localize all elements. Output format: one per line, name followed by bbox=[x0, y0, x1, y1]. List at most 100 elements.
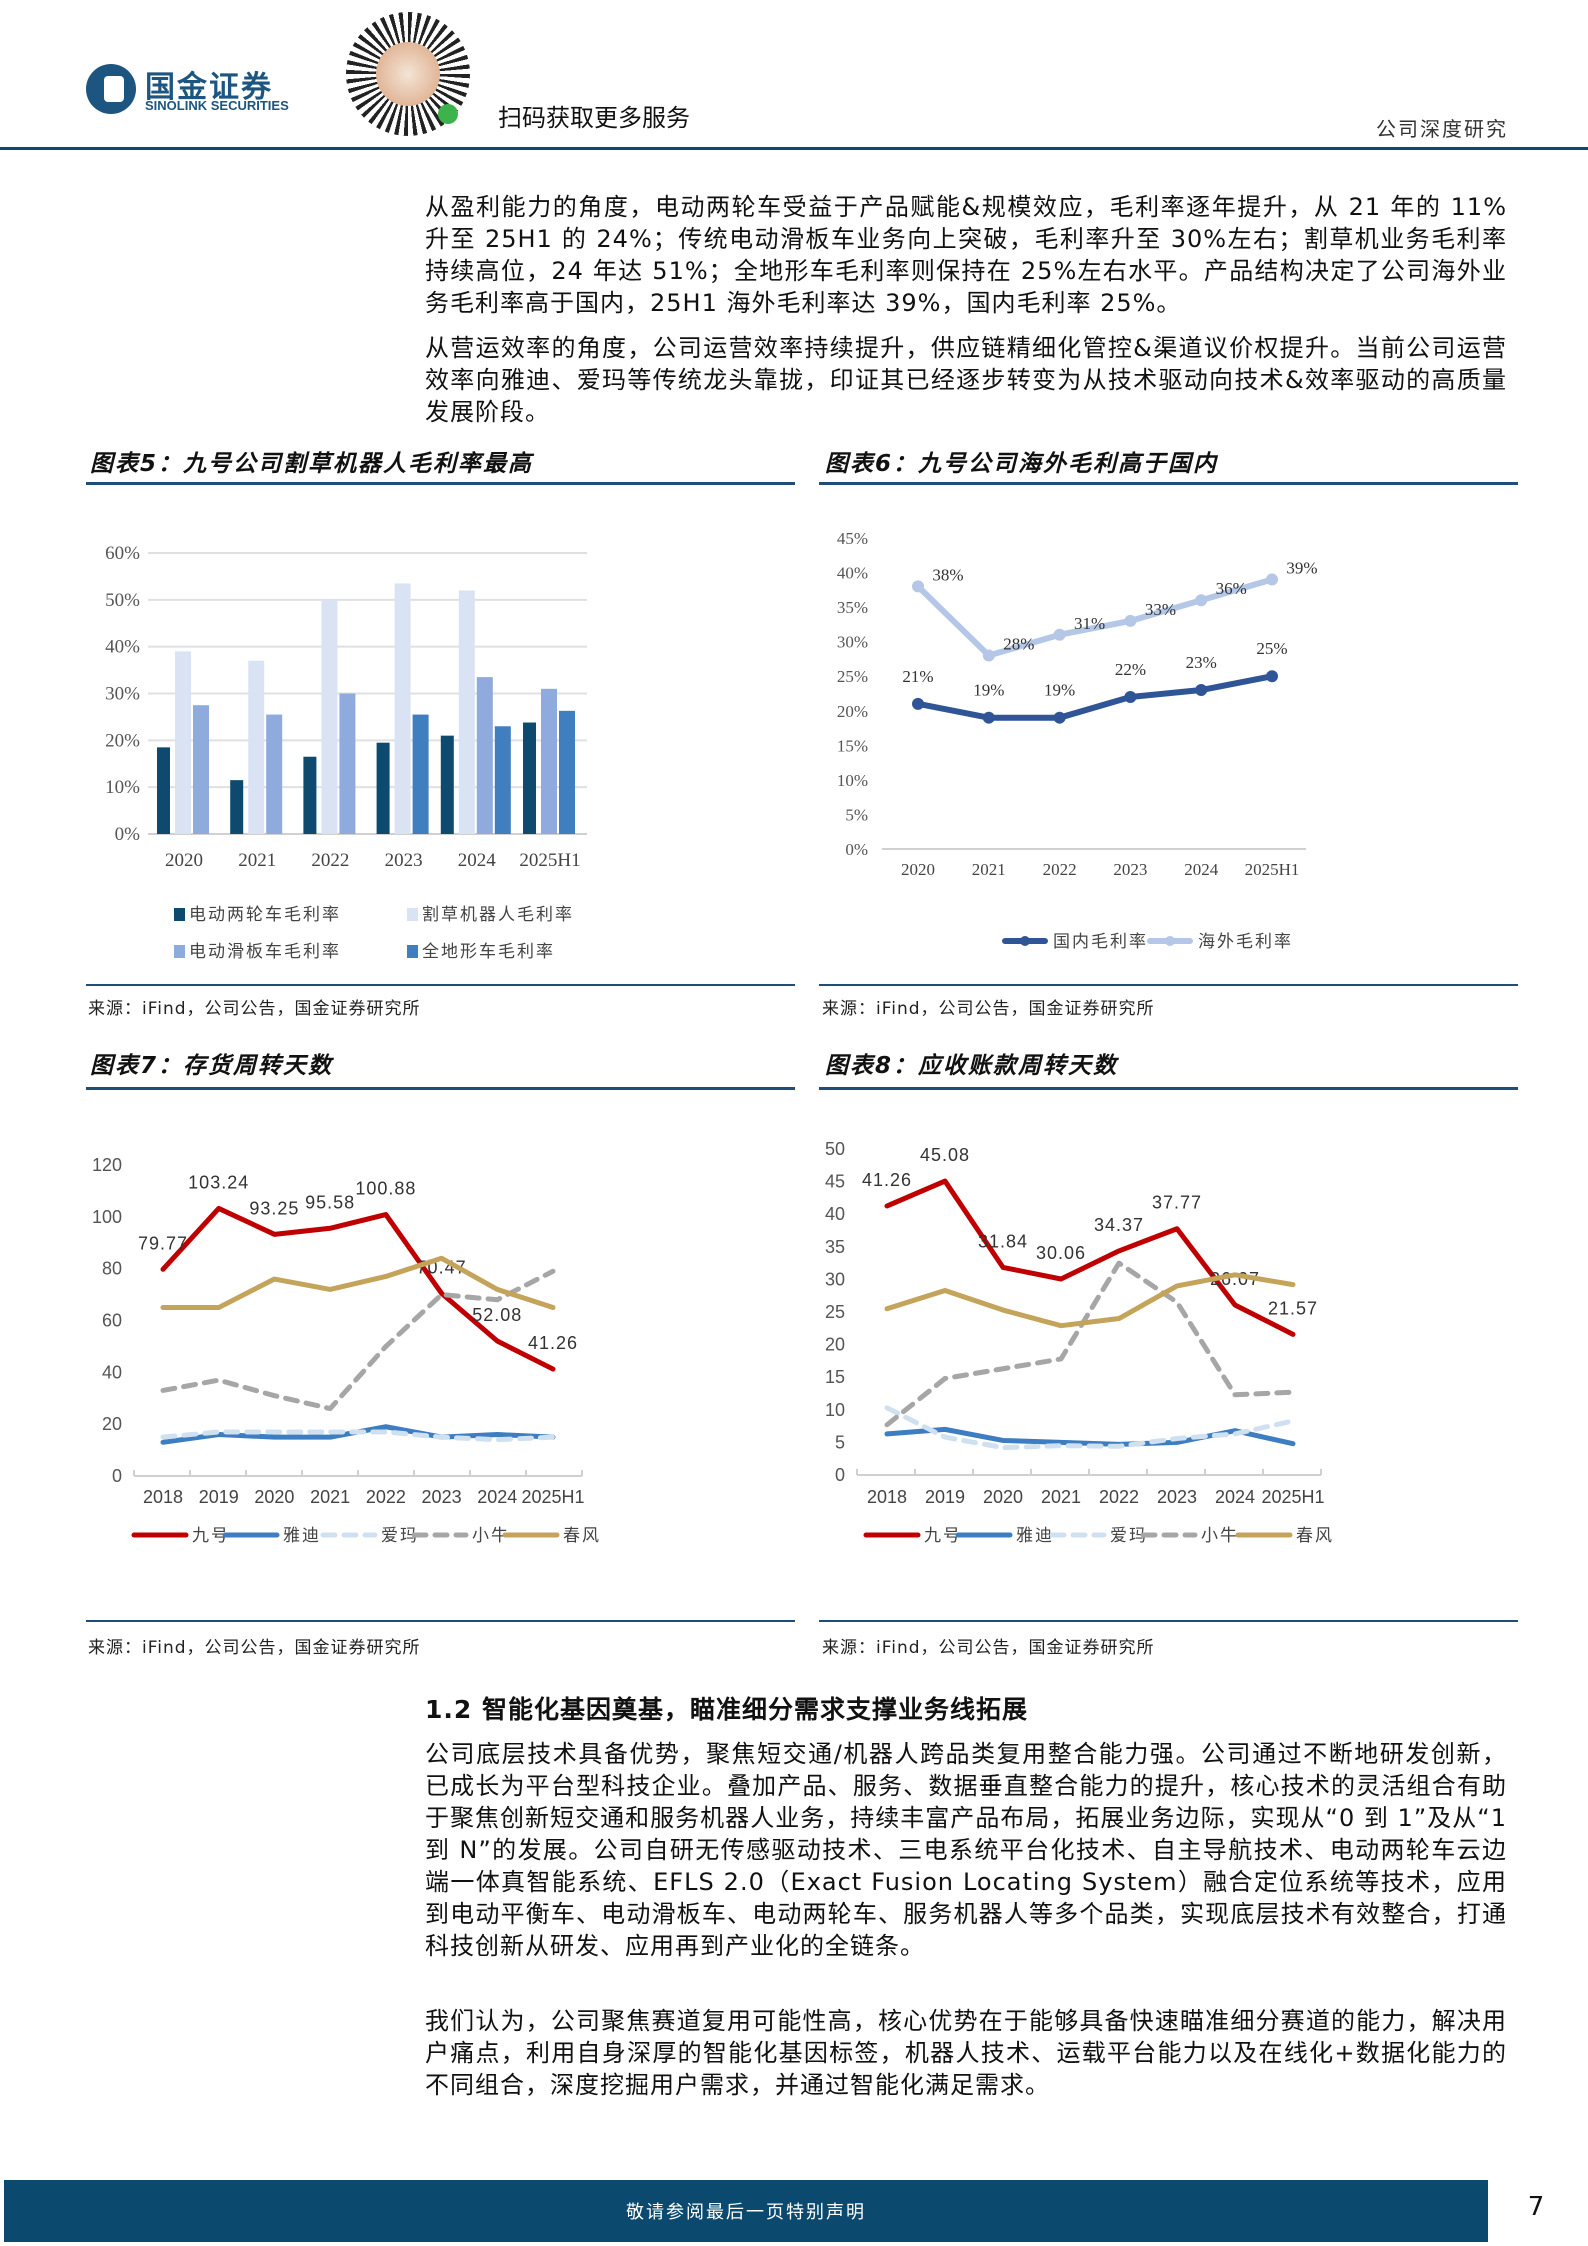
y-tick-label: 5 bbox=[835, 1432, 845, 1452]
fig5-title-rule bbox=[86, 482, 795, 485]
line-fig7-2 bbox=[160, 1429, 556, 1443]
legend-label: 小牛 bbox=[1201, 1526, 1239, 1545]
bar-fig5-1 bbox=[175, 651, 191, 834]
bar-fig5-1 bbox=[321, 599, 338, 834]
company-logo-icon bbox=[86, 64, 136, 114]
x-tick-label: 2021 bbox=[310, 1487, 350, 1507]
y-tick-label: 0 bbox=[112, 1466, 122, 1486]
bar-fig5-0 bbox=[523, 722, 536, 834]
y-tick-label: 0 bbox=[835, 1465, 845, 1485]
report-type: 公司深度研究 bbox=[1376, 117, 1508, 141]
line-fig6-1 bbox=[915, 576, 1275, 659]
legend-label: 爱玛 bbox=[1110, 1526, 1148, 1545]
y-tick-label: 40% bbox=[105, 637, 140, 658]
line-fig6-0 bbox=[915, 673, 1275, 721]
fig8-title: 图表8：应收账款周转天数 bbox=[825, 1053, 1119, 1079]
line-fig8-0 bbox=[884, 1178, 1296, 1337]
y-tick-label: 45% bbox=[837, 529, 868, 548]
y-tick-label: 30% bbox=[837, 633, 868, 652]
line-fig7-0 bbox=[160, 1205, 556, 1372]
data-label: 38% bbox=[932, 565, 963, 584]
legend-label: 海外毛利率 bbox=[1198, 932, 1293, 951]
x-tick-label: 2025H1 bbox=[1245, 860, 1300, 879]
bar-fig5-0 bbox=[157, 747, 170, 834]
x-tick-label: 2025H1 bbox=[519, 850, 580, 871]
line-fig7-1 bbox=[160, 1424, 556, 1445]
line-fig8-4 bbox=[884, 1272, 1296, 1329]
legend-label: 小牛 bbox=[472, 1526, 510, 1545]
data-point bbox=[1266, 573, 1278, 586]
legend-marker bbox=[1020, 936, 1030, 946]
y-tick-label: 20% bbox=[105, 730, 140, 751]
fig5-title: 图表5：九号公司割草机器人毛利率最高 bbox=[90, 451, 534, 477]
fig5-source: 来源：iFind，公司公告，国金证券研究所 bbox=[88, 999, 421, 1019]
fig8-title-rule bbox=[819, 1087, 1518, 1090]
logo-english-name: SINOLINK SECURITIES bbox=[145, 98, 289, 113]
footer-disclaimer-link[interactable]: 敬请参阅最后一页特别声明 bbox=[626, 2202, 866, 2223]
x-tick-label: 2018 bbox=[867, 1487, 907, 1507]
bar-fig5-1 bbox=[248, 660, 265, 834]
y-tick-label: 10% bbox=[837, 771, 868, 790]
data-point bbox=[1195, 684, 1208, 697]
data-point bbox=[1266, 670, 1278, 683]
bar-fig5-1 bbox=[458, 590, 475, 834]
y-tick-label: 5% bbox=[845, 805, 868, 824]
y-tick-label: 10% bbox=[105, 777, 140, 798]
data-label: 31.84 bbox=[978, 1231, 1028, 1251]
legend-swatch bbox=[407, 945, 418, 958]
paragraph-technology: 公司底层技术具备优势，聚焦短交通/机器人跨品类复用整合能力强。公司通过不断地研发… bbox=[425, 1740, 1507, 1960]
fig7-bottom-rule bbox=[86, 1620, 795, 1622]
y-tick-label: 30% bbox=[105, 684, 140, 705]
fig5-bottom-rule bbox=[86, 984, 795, 986]
data-label: 31% bbox=[1074, 614, 1105, 633]
data-label: 36% bbox=[1216, 579, 1247, 598]
x-tick-label: 2022 bbox=[1099, 1487, 1139, 1507]
x-tick-label: 2023 bbox=[385, 850, 423, 871]
y-tick-label: 35% bbox=[837, 598, 868, 617]
legend-marker bbox=[1165, 936, 1175, 946]
x-tick-label: 2024 bbox=[477, 1487, 517, 1507]
paragraph-conclusion: 我们认为，公司聚焦赛道复用可能性高，核心优势在于能够具备快速瞄准细分赛道的能力，… bbox=[425, 2007, 1507, 2099]
header-divider bbox=[0, 147, 1588, 150]
data-point bbox=[1053, 711, 1066, 724]
data-label: 23% bbox=[1186, 653, 1217, 672]
data-label: 22% bbox=[1115, 660, 1146, 679]
fig6-title: 图表6：九号公司海外毛利高于国内 bbox=[825, 451, 1219, 477]
data-point bbox=[1124, 614, 1137, 627]
bar-fig5-3 bbox=[412, 714, 429, 834]
data-label: 103.24 bbox=[188, 1172, 249, 1192]
y-tick-label: 50% bbox=[105, 590, 140, 611]
legend-swatch bbox=[174, 945, 185, 958]
y-tick-label: 25 bbox=[825, 1302, 845, 1322]
fig7-source: 来源：iFind，公司公告，国金证券研究所 bbox=[88, 1638, 421, 1658]
fig8-chart: 0 5 10 15 20 25 30 35 40 45 50 2018 2019 2020 2021 2022… bbox=[825, 1139, 1332, 1545]
bar-fig5-3 bbox=[559, 710, 575, 834]
x-tick-label: 2025H1 bbox=[521, 1487, 584, 1507]
fig6-bottom-rule bbox=[819, 984, 1518, 986]
data-label: 21.57 bbox=[1268, 1298, 1318, 1318]
y-tick-label: 15 bbox=[825, 1367, 845, 1387]
y-tick-label: 20% bbox=[837, 702, 868, 721]
data-label: 30.06 bbox=[1036, 1243, 1086, 1263]
scan-prompt: 扫码获取更多服务 bbox=[498, 104, 690, 132]
logo-chinese-name: 国金证券 bbox=[145, 70, 273, 105]
data-label: 33% bbox=[1145, 600, 1176, 619]
y-tick-label: 10 bbox=[825, 1400, 845, 1420]
x-tick-label: 2021 bbox=[238, 850, 276, 871]
data-label: 21% bbox=[902, 667, 933, 686]
y-tick-label: 100 bbox=[92, 1207, 122, 1227]
fig7-title-rule bbox=[86, 1087, 795, 1090]
data-label: 45.08 bbox=[920, 1145, 970, 1165]
x-tick-label: 2022 bbox=[311, 850, 349, 871]
fig6-source: 来源：iFind，公司公告，国金证券研究所 bbox=[822, 999, 1155, 1019]
data-label: 52.08 bbox=[472, 1305, 522, 1325]
bar-fig5-0 bbox=[230, 780, 244, 834]
x-tick-label: 2018 bbox=[143, 1487, 183, 1507]
data-point bbox=[982, 711, 995, 724]
x-tick-label: 2023 bbox=[1157, 1487, 1197, 1507]
legend-swatch bbox=[407, 908, 418, 921]
legend-label: 雅迪 bbox=[283, 1526, 321, 1545]
y-tick-label: 50 bbox=[825, 1139, 845, 1159]
legend-swatch bbox=[174, 908, 185, 921]
y-tick-label: 40 bbox=[102, 1362, 122, 1382]
